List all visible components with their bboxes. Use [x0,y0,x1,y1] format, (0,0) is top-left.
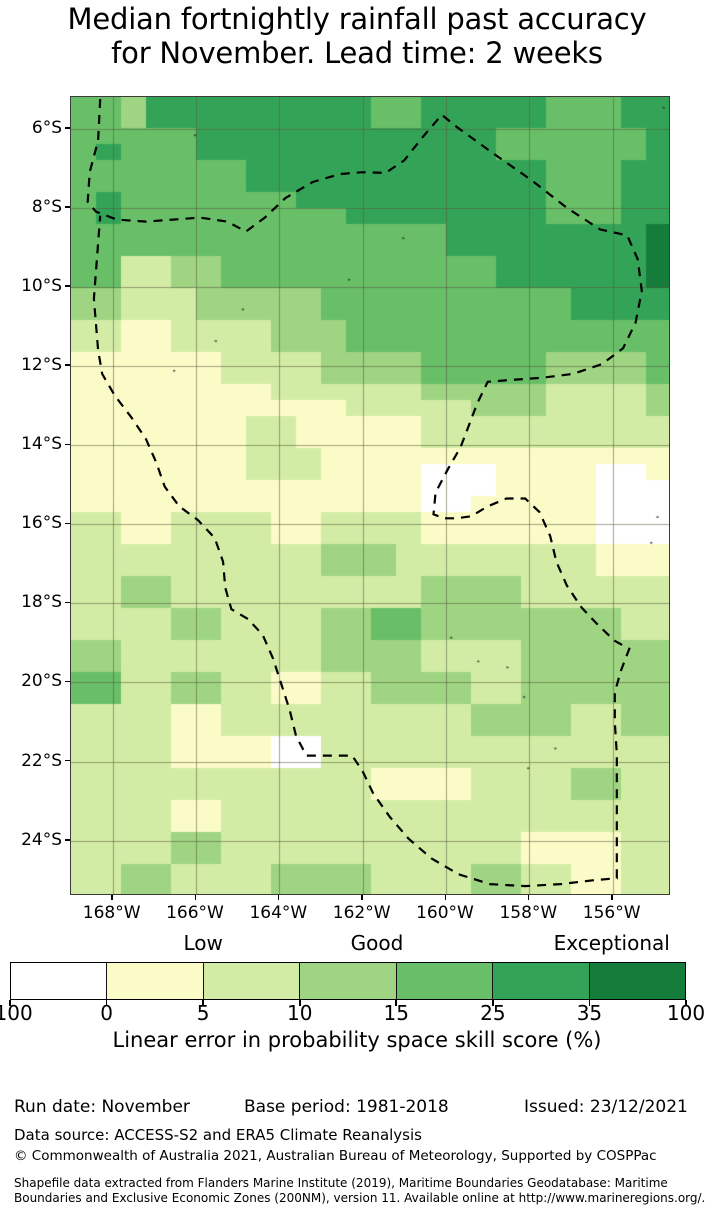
x-tick-label: 166°W [166,903,224,923]
y-tick-label: 22°S [21,750,62,771]
footer-run-date: Run date: November [14,1097,190,1117]
footer-data-source: Data source: ACCESS-S2 and ERA5 Climate … [14,1126,422,1144]
footer-shapefile-line-2: Boundaries and Exclusive Economic Zones … [14,1191,706,1206]
colorbar-tick-mark [202,1000,204,1006]
colorbar-segment-5[interactable] [493,963,590,999]
x-tick-mark [361,895,363,900]
footer-issued: Issued: 23/12/2021 [524,1097,688,1117]
footer-copyright: © Commonwealth of Australia 2021, Austra… [14,1148,657,1164]
x-tick-mark [194,895,196,900]
colorbar-tick-label: 5 [196,1001,210,1025]
page-title: Median fortnightly rainfall past accurac… [0,2,714,70]
x-tick-mark [611,895,613,900]
x-tick-label: 156°W [582,903,641,923]
colorbar[interactable] [10,962,686,1000]
y-tick-label: 18°S [21,592,62,613]
y-tick-mark [65,839,70,841]
title-line-2: for November. Lead time: 2 weeks [111,36,603,71]
y-tick-mark [65,285,70,287]
eez-dashed-line [86,98,643,888]
x-tick-label: 158°W [499,903,558,923]
colorbar-segment-2[interactable] [203,963,301,999]
colorbar-tick-mark [588,1000,591,1006]
y-tick-mark [65,206,70,208]
y-tick-label: 8°S [31,196,62,217]
footer-base-period: Base period: 1981-2018 [244,1097,449,1117]
colorbar-tick-mark [685,1000,687,1006]
x-tick-mark [527,895,530,900]
y-tick-mark [65,127,70,129]
colorbar-category-label: Exceptional [553,931,670,955]
x-tick-label: 168°W [82,903,141,923]
colorbar-tick-mark [105,1000,108,1006]
y-tick-label: 24°S [21,829,62,850]
y-tick-mark [65,522,70,525]
map-gridlines [71,97,669,894]
x-tick-label: 162°W [332,903,391,923]
colorbar-tick-label: -100 [0,1001,33,1025]
y-tick-label: 12°S [21,354,62,375]
colorbar-tick-label: 0 [100,1001,113,1025]
colorbar-segment-0[interactable] [11,963,108,999]
map-plot-area[interactable] [70,96,670,895]
y-tick-label: 14°S [21,434,62,455]
colorbar-category-label: Good [350,931,404,955]
colorbar-tick-mark [9,1000,11,1006]
colorbar-segment-3[interactable] [300,963,397,999]
y-tick-mark [65,601,70,604]
eez-boundary-overlay [86,98,643,888]
colorbar-tick-mark [298,1000,301,1006]
colorbar-segment-4[interactable] [396,963,494,999]
footer-shapefile-credit: Shapefile data extracted from Flanders M… [14,1176,714,1207]
x-tick-mark [111,895,113,900]
y-tick-label: 6°S [31,117,62,138]
y-tick-label: 10°S [21,275,62,296]
colorbar-category-label: Low [183,931,223,955]
y-tick-mark [65,364,70,366]
y-tick-label: 20°S [21,671,62,692]
y-tick-mark [65,680,70,683]
title-line-1: Median fortnightly rainfall past accurac… [67,2,647,36]
colorbar-axis-label: Linear error in probability space skill … [112,1028,602,1052]
footer-run-info: Run date: November Base period: 1981-201… [14,1097,704,1119]
footer-shapefile-line-1: Shapefile data extracted from Flanders M… [14,1176,668,1190]
x-tick-mark [444,895,446,900]
y-tick-mark [65,443,70,445]
colorbar-segment-1[interactable] [107,963,204,999]
colorbar-tick-mark [395,1000,398,1006]
colorbar-tick-mark [492,1000,494,1006]
x-tick-mark [277,895,280,900]
y-tick-mark [65,760,70,762]
y-tick-label: 16°S [21,513,62,534]
x-tick-label: 164°W [249,903,308,923]
x-tick-label: 160°W [416,903,474,923]
colorbar-segment-6[interactable] [589,963,685,999]
